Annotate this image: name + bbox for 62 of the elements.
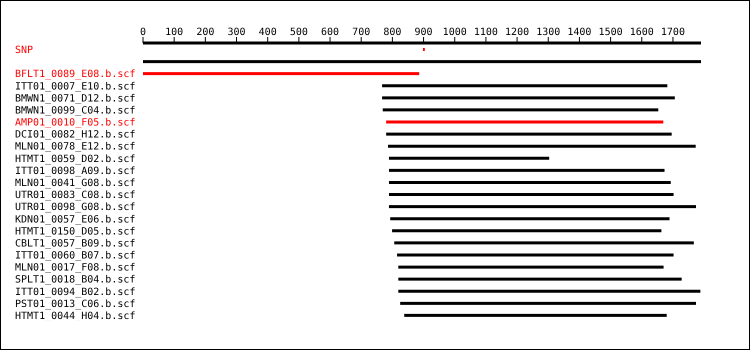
y-tick-label: UTR01_0098_G08.b.scf (15, 202, 136, 214)
bar (382, 96, 675, 100)
y-tick-label: HTMT1_0044_H04.b.scf (15, 310, 136, 322)
x-tick-label: 900 (414, 27, 433, 38)
y-tick-label: MLN01_0041_G08.b.scf (15, 178, 136, 189)
bar (392, 229, 662, 232)
x-tick-label: 0 (140, 27, 146, 38)
x-tick-label: 200 (196, 27, 214, 38)
bar (388, 144, 696, 148)
bar (390, 217, 670, 220)
y-tick-label: BFLT1_0089_E08.b.scf (15, 69, 136, 80)
bar (388, 156, 550, 160)
y-tick-label: BMWN1_0099_C04.b.scf (15, 105, 136, 116)
bar (398, 290, 700, 293)
x-tick-label: 600 (321, 27, 340, 38)
bar (394, 241, 694, 244)
y-tick-label: BMWN1_0071_D12.b.scf (15, 93, 136, 104)
x-tick-label: 500 (290, 27, 308, 38)
x-tick-label: 1600 (630, 27, 654, 38)
bar (388, 205, 696, 208)
bar (398, 278, 682, 281)
y-tick-label: SPLT1_0018_B04.b.scf (15, 274, 136, 286)
bar (382, 108, 658, 112)
bar (400, 302, 696, 305)
bar (386, 132, 672, 136)
bar (397, 253, 674, 256)
y-tick-label: ITT01_0007_E10.b.scf (15, 81, 136, 92)
bar (143, 60, 701, 64)
y-tick-label: MLN01_0017_F08.b.scf (15, 262, 136, 274)
y-tick-label: ITT01_0094_B02.b.scf (15, 286, 136, 298)
x-tick-label: 1400 (567, 27, 592, 38)
y-tick-label: UTR01_0083_C08.b.scf (15, 190, 136, 202)
x-tick-label: 1700 (660, 27, 685, 38)
x-tick-label: 700 (352, 27, 370, 38)
bar (388, 180, 671, 184)
x-tick-label: 300 (227, 27, 246, 38)
y-tick-label: DCI01_0082_H12.b.scf (15, 130, 136, 141)
y-tick-label: SNP (15, 45, 34, 56)
x-tick-label: 1100 (474, 27, 498, 38)
y-tick-label: HTMT1_0150_D05.b.scf (15, 226, 136, 238)
bar (388, 168, 665, 172)
bar (382, 84, 668, 88)
y-tick-label: MLN01_0078_E12.b.scf (15, 142, 136, 153)
bar (386, 120, 664, 124)
y-tick-label: AMP01_0010_F05.b.scf (15, 118, 136, 129)
bar (398, 266, 664, 269)
x-tick-label: 400 (258, 27, 277, 38)
x-tick-label: 1300 (536, 27, 560, 38)
y-tick-label: CBLT1_0057_B09.b.scf (15, 238, 136, 250)
x-tick-label: 100 (165, 27, 184, 38)
x-tick-label: 800 (383, 27, 402, 38)
x-tick-label: 1000 (442, 27, 467, 38)
bar (143, 72, 420, 76)
x-tick-label: 1200 (505, 27, 530, 38)
bar (404, 314, 667, 317)
y-tick-label: KDN01_0057_E06.b.scf (15, 214, 136, 226)
y-tick-label: ITT01_0060_B07.b.scf (15, 250, 136, 262)
x-tick-label: 1500 (598, 27, 623, 38)
y-tick-label: PST01_0013_C06.b.scf (15, 298, 136, 310)
y-tick-label: ITT01_0098_A09.b.scf (15, 166, 136, 177)
bar (388, 193, 674, 196)
y-tick-label: HTMT1_0059_D02.b.scf (15, 154, 136, 165)
